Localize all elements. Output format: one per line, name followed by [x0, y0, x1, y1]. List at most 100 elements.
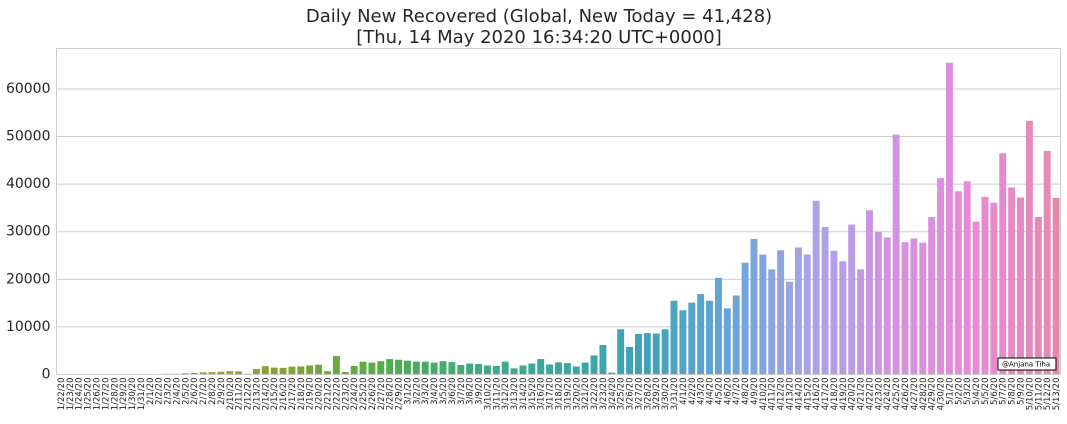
x-tick-label-75: 4/6/20: [723, 378, 733, 405]
x-tick-label-25: 2/16/20: [279, 378, 289, 411]
x-tick-label-72: 4/3/20: [697, 378, 707, 405]
bar-74: [714, 277, 722, 375]
bar-78: [750, 238, 758, 375]
x-tick-label-36: 2/27/20: [377, 378, 387, 411]
x-tick-label-57: 3/19/20: [563, 378, 573, 411]
x-tick-label-42: 3/4/20: [430, 378, 440, 405]
bar-67: [652, 333, 660, 375]
bar-105: [990, 202, 998, 375]
x-tick-label-0: 1/22/20: [57, 378, 67, 411]
y-tick-label-4: 40000: [6, 176, 51, 192]
bar-82: [786, 281, 793, 375]
bar-22: [252, 369, 260, 375]
bar-91: [866, 210, 873, 375]
bar-71: [688, 302, 696, 375]
bar-111: [1043, 150, 1051, 375]
bar-76: [732, 295, 740, 375]
bar-34: [359, 361, 367, 375]
bar-14: [181, 373, 189, 375]
bar-59: [581, 362, 589, 375]
bar-49: [492, 365, 500, 375]
bar-60: [590, 355, 598, 375]
bars: [66, 62, 1060, 375]
bar-28: [306, 365, 314, 375]
bar-87: [830, 250, 838, 375]
bar-39: [403, 360, 411, 375]
x-tick-label-43: 3/5/20: [439, 378, 449, 405]
bar-51: [510, 368, 518, 375]
bar-43: [439, 361, 447, 375]
y-tick-label-1: 10000: [6, 319, 51, 335]
bar-42: [430, 362, 438, 375]
x-tick-label-3: 1/25/20: [84, 378, 94, 411]
bar-110: [1034, 216, 1042, 375]
bar-97: [919, 242, 927, 375]
bar-54: [537, 359, 545, 375]
bar-73: [706, 300, 714, 375]
bar-38: [395, 359, 403, 375]
x-tick-label-45: 3/7/20: [457, 378, 467, 405]
bar-58: [572, 366, 580, 375]
bar-66: [643, 333, 651, 375]
bar-23: [261, 366, 269, 375]
bar-46: [466, 363, 474, 375]
x-tick-label-68: 3/30/20: [661, 378, 671, 411]
x-tick-label-109: 5/10/20: [1025, 378, 1035, 411]
x-tick-label-81: 4/12/20: [777, 378, 787, 411]
bar-98: [928, 216, 936, 375]
x-tick-label-108: 5/9/20: [1017, 378, 1027, 405]
x-tick-label-60: 3/22/20: [590, 378, 600, 411]
x-tick-label-17: 2/8/20: [208, 378, 218, 405]
bar-85: [812, 200, 820, 375]
bar-44: [448, 362, 456, 375]
bar-65: [634, 334, 642, 375]
bar-77: [741, 262, 749, 375]
x-tick-label-32: 2/23/20: [341, 378, 351, 411]
x-tick-label-28: 2/19/20: [306, 378, 316, 411]
bar-108: [1017, 197, 1024, 375]
gridlines: [56, 88, 1061, 375]
x-tick-label-102: 5/3/20: [963, 378, 973, 405]
x-tick-label-30: 2/21/20: [323, 378, 333, 411]
bar-107: [1008, 187, 1016, 375]
bar-40: [412, 361, 420, 375]
bar-89: [848, 224, 856, 375]
watermark-label: @Anjana Tiha: [1002, 361, 1050, 369]
x-tick-label-95: 4/26/20: [901, 378, 911, 411]
bar-102: [963, 181, 971, 375]
y-tick-label-3: 30000: [6, 224, 51, 240]
x-tick-label-82: 4/13/20: [786, 378, 796, 411]
x-tick-label-74: 4/5/20: [714, 378, 724, 405]
bar-61: [599, 344, 607, 375]
bar-101: [954, 191, 962, 375]
x-tick-label-89: 4/20/20: [848, 378, 858, 411]
bar-112: [1052, 197, 1060, 375]
x-tick-label-33: 2/24/20: [350, 378, 360, 411]
x-tick-label-94: 4/25/20: [892, 378, 902, 411]
x-tick-label-18: 2/9/20: [217, 378, 227, 405]
bar-48: [483, 365, 491, 375]
x-tick-label-7: 1/29/20: [119, 378, 129, 411]
x-tick-label-65: 3/27/20: [634, 378, 644, 411]
bar-109: [1025, 120, 1033, 375]
x-tick-label-23: 2/14/20: [261, 378, 271, 411]
bar-18: [217, 371, 225, 375]
x-tick-label-73: 4/4/20: [706, 378, 716, 405]
x-tick-label-19: 2/10/20: [226, 378, 236, 411]
x-tick-label-12: 2/3/20: [164, 378, 174, 405]
bar-83: [794, 247, 802, 375]
bar-29: [315, 364, 323, 375]
x-tick-label-49: 3/11/20: [492, 378, 502, 411]
x-tick-label-15: 2/6/20: [190, 378, 200, 405]
bar-79: [759, 254, 767, 375]
bar-88: [839, 261, 847, 375]
x-tick-label-50: 3/12/20: [501, 378, 511, 411]
x-tick-label-56: 3/18/20: [555, 378, 565, 411]
bar-25: [279, 367, 287, 375]
bar-69: [670, 300, 678, 375]
bar-75: [723, 308, 731, 375]
bar-80: [768, 269, 776, 375]
bar-94: [892, 134, 900, 375]
x-tick-label-107: 5/8/20: [1008, 378, 1018, 405]
bar-63: [617, 329, 625, 375]
